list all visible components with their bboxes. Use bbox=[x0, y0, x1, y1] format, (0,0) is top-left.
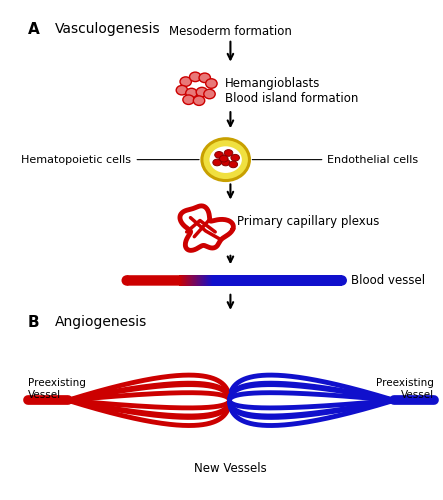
Bar bbox=[209, 275, 210, 285]
Bar bbox=[209, 275, 210, 285]
Bar bbox=[199, 275, 200, 285]
Text: Blood vessel: Blood vessel bbox=[351, 274, 425, 287]
Ellipse shape bbox=[180, 77, 191, 86]
Bar bbox=[181, 275, 182, 285]
Bar bbox=[186, 275, 187, 285]
Bar bbox=[203, 275, 205, 285]
Text: A: A bbox=[28, 22, 39, 36]
Bar bbox=[208, 275, 209, 285]
Bar bbox=[201, 275, 202, 285]
Bar bbox=[179, 275, 181, 285]
Ellipse shape bbox=[204, 89, 215, 99]
Ellipse shape bbox=[206, 79, 217, 88]
Bar bbox=[212, 275, 213, 285]
Bar bbox=[192, 275, 193, 285]
Text: Primary capillary plexus: Primary capillary plexus bbox=[237, 215, 380, 228]
Bar bbox=[190, 275, 192, 285]
Bar bbox=[181, 275, 183, 285]
Bar bbox=[203, 275, 204, 285]
Bar bbox=[188, 275, 190, 285]
Text: Hemangioblasts
Blood island formation: Hemangioblasts Blood island formation bbox=[225, 77, 358, 105]
Text: New Vessels: New Vessels bbox=[194, 462, 267, 475]
Ellipse shape bbox=[190, 72, 201, 82]
Bar bbox=[183, 275, 184, 285]
Ellipse shape bbox=[229, 161, 237, 168]
Ellipse shape bbox=[210, 146, 242, 173]
Bar bbox=[197, 275, 198, 285]
Bar bbox=[182, 275, 183, 285]
Bar bbox=[202, 275, 203, 285]
Bar bbox=[206, 275, 207, 285]
Bar bbox=[205, 275, 206, 285]
Bar bbox=[194, 275, 195, 285]
Bar bbox=[187, 275, 188, 285]
Ellipse shape bbox=[199, 73, 210, 83]
Ellipse shape bbox=[186, 88, 197, 98]
Ellipse shape bbox=[219, 156, 228, 162]
Bar bbox=[207, 275, 208, 285]
Bar bbox=[189, 275, 190, 285]
Text: Angiogenesis: Angiogenesis bbox=[54, 314, 147, 328]
Bar bbox=[194, 275, 196, 285]
FancyBboxPatch shape bbox=[127, 275, 184, 285]
Bar bbox=[180, 275, 181, 285]
Bar bbox=[207, 275, 208, 285]
Bar bbox=[200, 275, 201, 285]
Bar bbox=[211, 275, 212, 285]
Ellipse shape bbox=[196, 88, 208, 97]
Text: Vasculogenesis: Vasculogenesis bbox=[54, 22, 160, 36]
Bar bbox=[196, 275, 197, 285]
Bar bbox=[212, 275, 342, 285]
Bar bbox=[202, 275, 203, 285]
Bar bbox=[193, 275, 194, 285]
Bar bbox=[204, 275, 205, 285]
Text: Preexisting
Vessel: Preexisting Vessel bbox=[376, 378, 434, 400]
Circle shape bbox=[121, 275, 132, 285]
Bar bbox=[198, 275, 199, 285]
Ellipse shape bbox=[202, 138, 249, 180]
Text: Mesoderm formation: Mesoderm formation bbox=[169, 26, 292, 38]
Bar bbox=[201, 275, 202, 285]
Bar bbox=[206, 275, 207, 285]
Bar bbox=[192, 275, 194, 285]
Ellipse shape bbox=[215, 152, 223, 158]
Circle shape bbox=[337, 275, 347, 285]
Bar bbox=[186, 275, 187, 285]
Bar bbox=[187, 275, 188, 285]
Bar bbox=[190, 275, 191, 285]
Text: Preexisting
Vessel: Preexisting Vessel bbox=[28, 378, 85, 400]
Ellipse shape bbox=[222, 159, 230, 166]
Bar bbox=[184, 275, 185, 285]
Bar bbox=[179, 275, 180, 285]
Bar bbox=[211, 275, 212, 285]
Bar bbox=[205, 275, 206, 285]
Ellipse shape bbox=[193, 96, 205, 106]
Bar bbox=[183, 275, 185, 285]
Bar bbox=[198, 275, 199, 285]
Ellipse shape bbox=[231, 154, 240, 161]
Bar bbox=[210, 275, 211, 285]
Text: B: B bbox=[28, 314, 39, 330]
Text: Endothelial cells: Endothelial cells bbox=[327, 154, 419, 164]
Bar bbox=[200, 275, 201, 285]
Bar bbox=[188, 275, 189, 285]
Bar bbox=[195, 275, 196, 285]
Ellipse shape bbox=[224, 150, 233, 156]
Bar bbox=[196, 275, 197, 285]
Bar bbox=[185, 275, 186, 285]
Ellipse shape bbox=[176, 86, 188, 95]
Bar bbox=[191, 275, 192, 285]
Text: Hematopoietic cells: Hematopoietic cells bbox=[22, 154, 132, 164]
Ellipse shape bbox=[183, 95, 194, 104]
Bar bbox=[185, 275, 186, 285]
Ellipse shape bbox=[213, 159, 222, 166]
